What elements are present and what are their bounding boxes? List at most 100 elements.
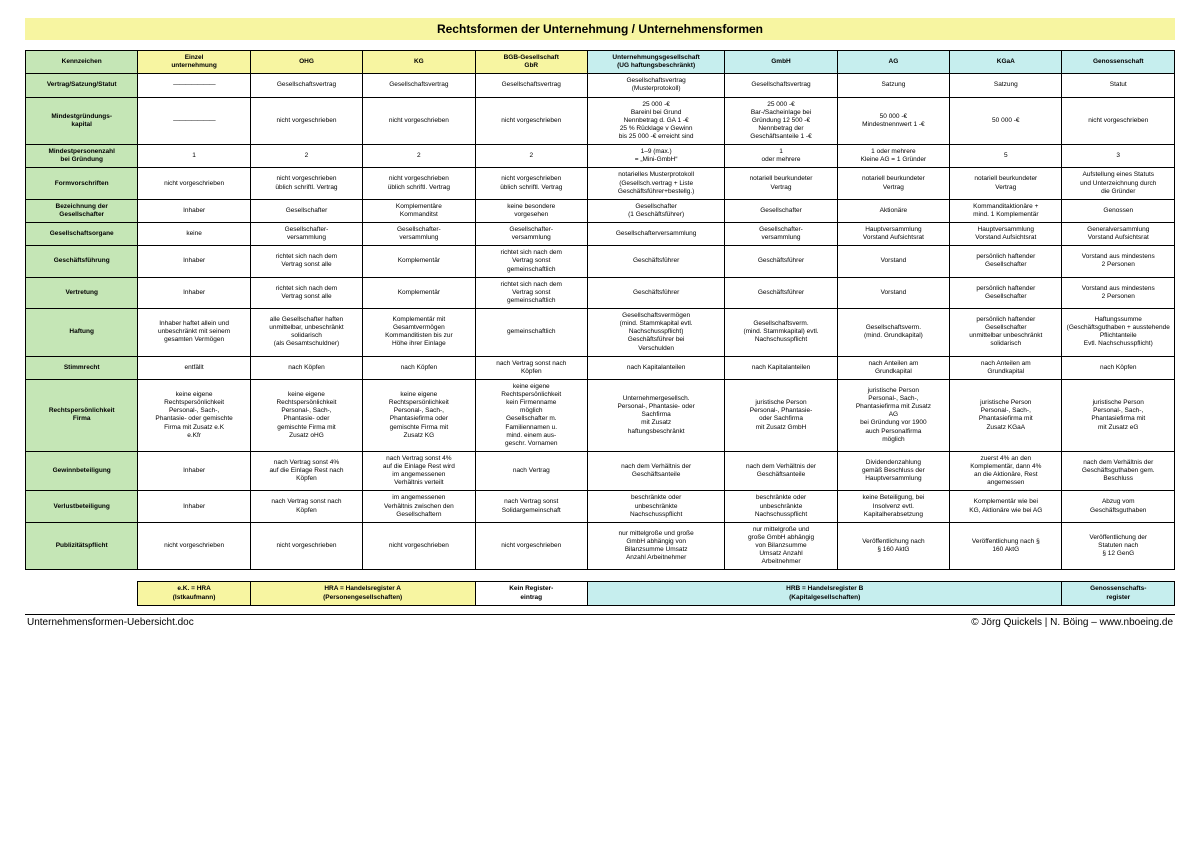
row-label: Bezeichnung derGesellschafter	[26, 199, 138, 222]
table-cell: Haftungssumme(Geschäftsguthaben + ausste…	[1062, 309, 1175, 357]
row-label: Mindestpersonenzahlbei Gründung	[26, 145, 138, 168]
table-cell: 50 000 -€	[950, 97, 1062, 145]
table-cell: Vorstand aus mindestens2 Personen	[1062, 277, 1175, 308]
table-cell: Satzung	[950, 74, 1062, 97]
register-cell: Kein Register-eintrag	[475, 582, 587, 605]
row-label: Gewinnbeteiligung	[26, 451, 138, 491]
table-cell: juristische PersonPersonal-, Sach-,Phant…	[950, 379, 1062, 451]
table-cell: richtet sich nach demVertrag sonst alle	[250, 277, 362, 308]
table-cell: notarielles Musterprotokoll(Gesellsch.ve…	[587, 168, 724, 199]
table-cell: 1–9 (max.)= „Mini-GmbH“	[587, 145, 724, 168]
row-label: Publizitätspflicht	[26, 522, 138, 570]
table-cell: Gesellschafterversammlung	[587, 223, 724, 246]
table-cell: juristische PersonPersonal-, Phantasie-o…	[725, 379, 837, 451]
table-cell: nach Köpfen	[363, 356, 475, 379]
table-cell: keine eigeneRechtspersönlichkeitPersonal…	[363, 379, 475, 451]
table-cell: Geschäftsführer	[725, 246, 837, 277]
table-cell: nach dem Verhältnis derGeschäftsguthaben…	[1062, 451, 1175, 491]
table-cell: 25 000 -€Bar-/Sacheinlage beiGründung 12…	[725, 97, 837, 145]
table-cell: Gesellschafter	[250, 199, 362, 222]
table-cell: 1	[138, 145, 250, 168]
table-cell: nicht vorgeschrieben	[363, 522, 475, 570]
table-cell: Kommanditaktionäre +mind. 1 Komplementär	[950, 199, 1062, 222]
column-header: Einzelunternehmung	[138, 51, 250, 74]
table-cell: nicht vorgeschrieben	[138, 522, 250, 570]
table-cell: Veröffentlichung derStatuten nach§ 12 Ge…	[1062, 522, 1175, 570]
column-header: Unternehmungsgesellschaft(UG haftungsbes…	[587, 51, 724, 74]
row-label: Geschäftsführung	[26, 246, 138, 277]
column-header: KGaA	[950, 51, 1062, 74]
column-header: AG	[837, 51, 949, 74]
table-cell: Inhaber	[138, 246, 250, 277]
table-cell: keine besonderevorgesehen	[475, 199, 587, 222]
table-cell: nach Vertrag	[475, 451, 587, 491]
table-cell: 2	[475, 145, 587, 168]
table-cell: nach dem Verhältnis derGeschäftsanteile	[725, 451, 837, 491]
table-cell: Gesellschaftsvertrag	[475, 74, 587, 97]
row-label: RechtspersönlichkeitFirma	[26, 379, 138, 451]
table-cell: Inhaber	[138, 451, 250, 491]
table-cell: juristische PersonPersonal-, Sach-,Phant…	[1062, 379, 1175, 451]
table-cell: nicht vorgeschrieben	[475, 522, 587, 570]
comparison-table: KennzeichenEinzelunternehmungOHGKGBGB-Ge…	[25, 50, 1175, 606]
table-cell: KomplementäreKommanditst	[363, 199, 475, 222]
row-label: Haftung	[26, 309, 138, 357]
table-cell: Gesellschaftsverm.(mind. Stammkapital) e…	[725, 309, 837, 357]
table-cell: nach Köpfen	[250, 356, 362, 379]
table-cell: beschränkte oderunbeschränkteNachschussp…	[725, 491, 837, 522]
table-cell: Gesellschaftsvermögen(mind. Stammkapital…	[587, 309, 724, 357]
row-label: Gesellschaftsorgane	[26, 223, 138, 246]
table-cell: Gesellschaftsvertrag	[725, 74, 837, 97]
register-cell: e.K. = HRA(Istkaufmann)	[138, 582, 250, 605]
table-cell: Gesellschafter	[725, 199, 837, 222]
register-cell: Genossenschafts-register	[1062, 582, 1175, 605]
table-cell: HauptversammlungVorstand Aufsichtsrat	[950, 223, 1062, 246]
row-label: Vertretung	[26, 277, 138, 308]
column-header: Genossenschaft	[1062, 51, 1175, 74]
table-cell: 1oder mehrere	[725, 145, 837, 168]
table-cell: keine	[138, 223, 250, 246]
table-cell: nur mittelgroße und großeGmbH abhängig v…	[587, 522, 724, 570]
table-cell: Unternehmergesellsch.Personal-, Phantasi…	[587, 379, 724, 451]
table-cell: nach Vertrag sonst nachKöpfen	[475, 356, 587, 379]
table-cell: nach Köpfen	[1062, 356, 1175, 379]
table-cell: notariell beurkundeterVertrag	[837, 168, 949, 199]
table-cell: nach dem Verhältnis derGeschäftsanteile	[587, 451, 724, 491]
table-cell: ———————	[138, 97, 250, 145]
table-cell: Aktionäre	[837, 199, 949, 222]
table-cell: HauptversammlungVorstand Aufsichtsrat	[837, 223, 949, 246]
table-cell: persönlich haftenderGesellschafterunmitt…	[950, 309, 1062, 357]
table-cell: juristische PersonPersonal-, Sach-,Phant…	[837, 379, 949, 451]
table-cell: Geschäftsführer	[587, 277, 724, 308]
register-spacer	[26, 582, 138, 605]
table-cell: gemeinschaftlich	[475, 309, 587, 357]
table-cell: ———————	[138, 74, 250, 97]
table-cell: Inhaber	[138, 199, 250, 222]
table-cell: Komplementär	[363, 246, 475, 277]
table-cell: Aufstellung eines Statutsund Unterzeichn…	[1062, 168, 1175, 199]
table-cell: Vorstand	[837, 246, 949, 277]
table-cell: Gesellschafter-versammlung	[250, 223, 362, 246]
table-cell: persönlich haftenderGesellschafter	[950, 246, 1062, 277]
table-cell: nicht vorgeschrieben	[363, 97, 475, 145]
table-cell: Gesellschafter-versammlung	[725, 223, 837, 246]
table-cell: nicht vorgeschrieben	[1062, 97, 1175, 145]
table-cell: nicht vorgeschrieben	[250, 522, 362, 570]
table-cell: richtet sich nach demVertrag sonstgemein…	[475, 277, 587, 308]
table-cell: GeneralversammlungVorstand Aufsichtsrat	[1062, 223, 1175, 246]
table-cell: nicht vorgeschriebenüblich schriftl. Ver…	[250, 168, 362, 199]
page-title: Rechtsformen der Unternehmung / Unterneh…	[25, 18, 1175, 40]
table-cell: zuerst 4% an denKomplementär, dann 4%an …	[950, 451, 1062, 491]
table-cell: Gesellschafter-versammlung	[363, 223, 475, 246]
column-header: KG	[363, 51, 475, 74]
table-cell: nicht vorgeschrieben	[138, 168, 250, 199]
table-cell: Abzug vomGeschäftsguthaben	[1062, 491, 1175, 522]
table-cell: 2	[250, 145, 362, 168]
table-cell: nicht vorgeschrieben	[475, 97, 587, 145]
table-cell: richtet sich nach demVertrag sonst alle	[250, 246, 362, 277]
table-cell: Komplementär wie beiKG, Aktionäre wie be…	[950, 491, 1062, 522]
table-cell: alle Gesellschafter haftenunmittelbar, u…	[250, 309, 362, 357]
page-footer: Unternehmensformen-Uebersicht.doc © Jörg…	[25, 617, 1175, 628]
table-cell: persönlich haftenderGesellschafter	[950, 277, 1062, 308]
table-cell: nach Anteilen amGrundkapital	[837, 356, 949, 379]
